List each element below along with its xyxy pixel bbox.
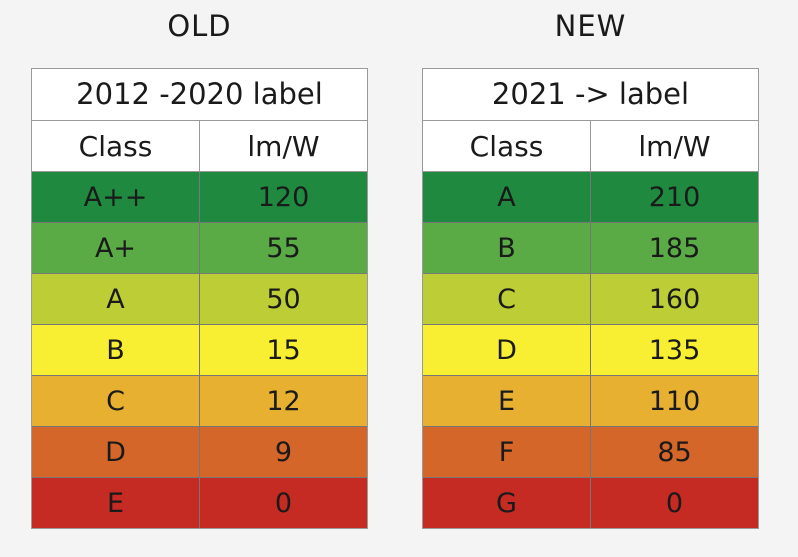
old-table-row: C 12 [32,376,367,427]
new-table-title: 2021 -> label [423,69,758,121]
old-class-cell: B [32,325,200,375]
old-class-cell: C [32,376,200,426]
new-class-cell: B [423,223,591,273]
new-class-cell: G [423,478,591,528]
new-class-cell: A [423,172,591,222]
old-lmw-value-cell: 55 [266,232,301,264]
new-header-row: Class lm/W [423,121,758,172]
new-table-row: F 85 [423,427,758,478]
old-class-cell: A++ [32,172,200,222]
old-lmw-value-cell: 50 [266,283,301,315]
old-table-row: A++ 120 [32,172,367,223]
old-lmw-value-cell: 0 [274,487,293,519]
old-table-rows: A++ 120 A+ 55 A 50 B 15 C 12 D 9 E 0 [32,172,367,528]
old-label-table: 2012 -2020 label Class lm/W A++ 120 A+ 55 A 5… [31,68,368,529]
new-label-table: 2021 -> label Class lm/W A 210 B 185 C 160 D 13… [422,68,759,529]
old-lmw-value-cell: 15 [266,334,301,366]
old-class-cell: A+ [32,223,200,273]
old-class-cell: E [32,478,200,528]
new-class-cell: C [423,274,591,324]
new-class-column-header: Class [423,121,591,171]
new-table-row: E 110 [423,376,758,427]
new-lmw-value-cell: 110 [648,385,701,417]
new-lmw-value-cell: 210 [648,181,701,213]
old-heading: OLD [167,9,232,43]
new-table-rows: A 210 B 185 C 160 D 135 E 110 F 85 G 0 [423,172,758,528]
old-lmw-value-cell: 9 [274,436,293,468]
new-class-cell: F [423,427,591,477]
old-class-column-header: Class [32,121,200,171]
new-lmw-value-cell: 185 [648,232,701,264]
old-table-row: A+ 55 [32,223,367,274]
old-lmw-value-cell: 120 [257,181,310,213]
old-table-row: A 50 [32,274,367,325]
new-table-row: D 135 [423,325,758,376]
new-table-row: C 160 [423,274,758,325]
old-lmw-value-cell: 12 [266,385,301,417]
new-heading: NEW [554,9,627,43]
old-table-title: 2012 -2020 label [32,69,367,121]
old-class-cell: A [32,274,200,324]
old-header-row: Class lm/W [32,121,367,172]
new-table-row: B 185 [423,223,758,274]
new-lmw-value-cell: 85 [657,436,692,468]
old-table-row: B 15 [32,325,367,376]
new-table-row: A 210 [423,172,758,223]
new-lmw-column-header: lm/W [638,129,711,163]
new-class-cell: E [423,376,591,426]
new-lmw-value-cell: 0 [665,487,684,519]
new-lmw-value-cell: 135 [648,334,701,366]
new-lmw-value-cell: 160 [648,283,701,315]
old-lmw-column-header: lm/W [247,129,320,163]
new-class-cell: D [423,325,591,375]
old-class-cell: D [32,427,200,477]
